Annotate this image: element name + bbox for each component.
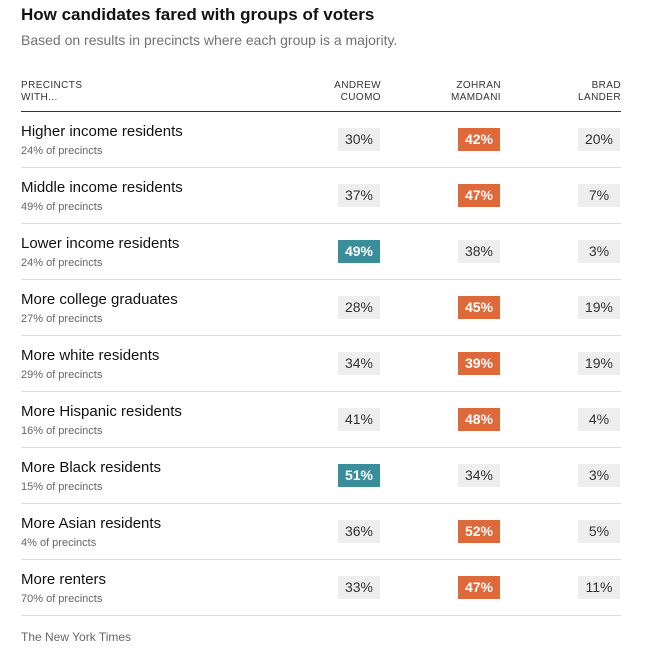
group-name: Lower income residents bbox=[21, 235, 180, 252]
value-cell-lander: 19% bbox=[578, 296, 620, 319]
precinct-share: 70% of precincts bbox=[21, 593, 103, 605]
value-cell-cuomo: 36% bbox=[338, 520, 380, 543]
value-cell-mamdani: 42% bbox=[458, 128, 500, 151]
column-header-mamdani: ZOHRAN MAMDANI bbox=[451, 80, 501, 104]
group-name: More Asian residents bbox=[21, 515, 162, 532]
precinct-share: 49% of precincts bbox=[21, 201, 103, 213]
value-cell-cuomo: 51% bbox=[338, 464, 380, 487]
precinct-share: 29% of precincts bbox=[21, 369, 103, 381]
column-header-cuomo-first: ANDREW bbox=[334, 80, 381, 91]
column-header-lander-last: LANDER bbox=[578, 92, 621, 103]
value-cell-mamdani: 47% bbox=[458, 576, 500, 599]
column-header-mamdani-last: MAMDANI bbox=[450, 92, 501, 103]
precinct-share: 27% of precincts bbox=[21, 313, 103, 325]
group-name: More renters bbox=[21, 571, 107, 588]
value-cell-mamdani: 38% bbox=[458, 240, 500, 263]
value-cell-cuomo: 30% bbox=[338, 128, 380, 151]
value-cell-lander: 20% bbox=[578, 128, 620, 151]
row-label-header: PRECINCTS WITH... bbox=[21, 80, 82, 104]
table-row: Middle income residents 49% of precincts 3… bbox=[21, 168, 621, 224]
group-name: More white residents bbox=[21, 347, 160, 364]
value-cell-lander: 3% bbox=[578, 464, 620, 487]
value-cell-cuomo: 41% bbox=[338, 408, 380, 431]
column-header-lander: BRAD LANDER bbox=[578, 80, 621, 104]
value-cell-mamdani: 47% bbox=[458, 184, 500, 207]
table-row: More Hispanic residents 16% of precincts 4… bbox=[21, 392, 621, 448]
source-credit: The New York Times bbox=[21, 630, 132, 644]
group-name: Higher income residents bbox=[21, 123, 183, 140]
column-header-cuomo-last: CUOMO bbox=[340, 92, 381, 103]
value-cell-cuomo: 28% bbox=[338, 296, 380, 319]
table-row: Higher income residents 24% of precincts 3… bbox=[21, 112, 621, 168]
group-name: More Hispanic residents bbox=[21, 403, 182, 420]
value-cell-mamdani: 39% bbox=[458, 352, 500, 375]
header-divider bbox=[21, 111, 621, 112]
table-row: More Black residents 15% of precincts 51% 3… bbox=[21, 448, 621, 504]
value-cell-mamdani: 52% bbox=[458, 520, 500, 543]
column-header-lander-first: BRAD bbox=[591, 80, 621, 91]
group-name: More Black residents bbox=[21, 459, 162, 476]
table-row: More renters 70% of precincts 33% 47% 11% bbox=[21, 560, 621, 616]
table-row: More college graduates 27% of precincts 28… bbox=[21, 280, 621, 336]
value-cell-mamdani: 48% bbox=[458, 408, 500, 431]
value-cell-lander: 7% bbox=[578, 184, 620, 207]
column-header-mamdani-first: ZOHRAN bbox=[456, 80, 501, 91]
value-cell-lander: 19% bbox=[578, 352, 620, 375]
row-label-header-line-2: WITH... bbox=[21, 92, 58, 103]
value-cell-cuomo: 33% bbox=[338, 576, 380, 599]
row-label-header-line-1: PRECINCTS bbox=[21, 80, 83, 91]
value-cell-lander: 5% bbox=[578, 520, 620, 543]
precinct-share: 24% of precincts bbox=[21, 257, 103, 269]
value-cell-mamdani: 45% bbox=[458, 296, 500, 319]
value-cell-cuomo: 49% bbox=[338, 240, 380, 263]
group-name: Middle income residents bbox=[21, 179, 183, 196]
chart-subtitle: Based on results in precincts where each… bbox=[21, 32, 398, 48]
precinct-share: 16% of precincts bbox=[21, 425, 103, 437]
value-cell-cuomo: 34% bbox=[338, 352, 380, 375]
precinct-share: 24% of precincts bbox=[21, 145, 103, 157]
precinct-share: 4% of precincts bbox=[21, 537, 97, 549]
value-cell-lander: 11% bbox=[578, 576, 620, 599]
chart-title: How candidates fared with groups of vote… bbox=[21, 5, 375, 24]
group-name: More college graduates bbox=[21, 291, 178, 308]
value-cell-cuomo: 37% bbox=[338, 184, 380, 207]
table-row: More Asian residents 4% of precincts 36% 52… bbox=[21, 504, 621, 560]
precinct-share: 15% of precincts bbox=[21, 481, 103, 493]
column-header-cuomo: ANDREW CUOMO bbox=[334, 80, 381, 104]
value-cell-lander: 3% bbox=[578, 240, 620, 263]
table-row: More white residents 29% of precincts 34% 3… bbox=[21, 336, 621, 392]
results-table: Higher income residents 24% of precincts 3… bbox=[21, 112, 621, 616]
table-row: Lower income residents 24% of precincts 49… bbox=[21, 224, 621, 280]
value-cell-mamdani: 34% bbox=[458, 464, 500, 487]
value-cell-lander: 4% bbox=[578, 408, 620, 431]
